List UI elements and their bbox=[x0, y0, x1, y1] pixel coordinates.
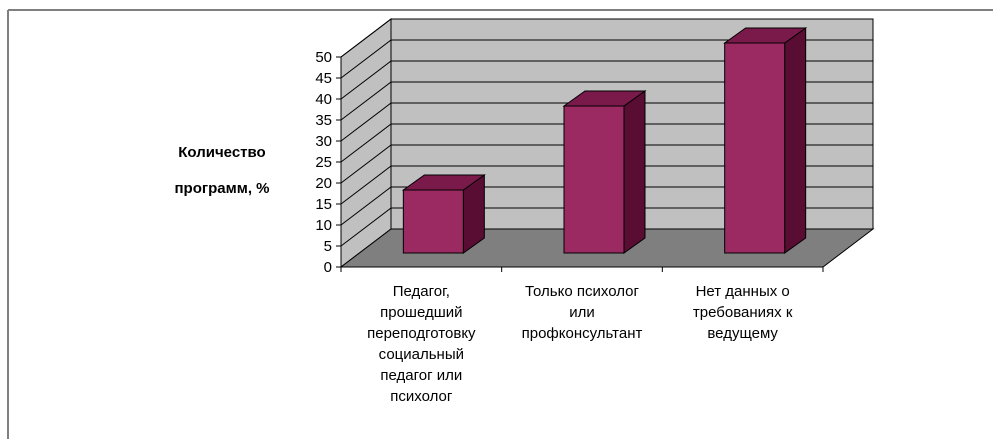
bar bbox=[563, 105, 625, 254]
bar-side bbox=[784, 27, 807, 254]
gridline bbox=[340, 102, 873, 142]
gridline bbox=[340, 18, 873, 58]
gridline bbox=[340, 60, 873, 100]
y-tick-label: 30 bbox=[315, 133, 332, 150]
x-category-label: Только психолог bbox=[525, 283, 639, 300]
y-tick-label: 40 bbox=[315, 91, 332, 108]
bar bbox=[724, 42, 786, 254]
x-category-label: ведущему bbox=[707, 325, 778, 342]
y-axis-label-line-1: Количество bbox=[178, 144, 265, 161]
y-tick-label: 20 bbox=[315, 175, 332, 192]
x-category-label: Нет данных о bbox=[696, 283, 790, 300]
bar bbox=[402, 189, 464, 254]
x-category-label: социальный bbox=[379, 346, 464, 363]
x-category-label: Педагог, bbox=[393, 283, 450, 300]
y-axis-label-line-2: программ, % bbox=[174, 180, 269, 197]
y-tick-label: 35 bbox=[315, 112, 332, 129]
gridline bbox=[340, 144, 873, 184]
gridline bbox=[340, 207, 873, 247]
x-category-label: психолог bbox=[390, 388, 453, 405]
gridline bbox=[340, 165, 873, 205]
y-tick-label: 50 bbox=[315, 49, 332, 66]
y-tick-label: 45 bbox=[315, 70, 332, 87]
gridline bbox=[340, 186, 873, 226]
y-tick-label: 25 bbox=[315, 154, 332, 171]
gridline bbox=[340, 123, 873, 163]
gridline bbox=[340, 81, 873, 121]
y-tick-label: 10 bbox=[315, 217, 332, 234]
x-category-label: переподготовку bbox=[367, 325, 476, 342]
y-tick-label: 5 bbox=[324, 238, 332, 255]
bar-side bbox=[623, 90, 646, 254]
x-category-label: требованиях к bbox=[693, 304, 793, 321]
gridline bbox=[340, 39, 873, 79]
x-category-label: педагог или bbox=[380, 367, 462, 384]
x-category-label: или bbox=[569, 304, 595, 321]
x-category-label: профконсультант bbox=[522, 325, 643, 342]
y-tick-label: 0 bbox=[324, 259, 332, 276]
x-category-label: прошедший bbox=[380, 304, 462, 321]
y-tick-label: 15 bbox=[315, 196, 332, 213]
